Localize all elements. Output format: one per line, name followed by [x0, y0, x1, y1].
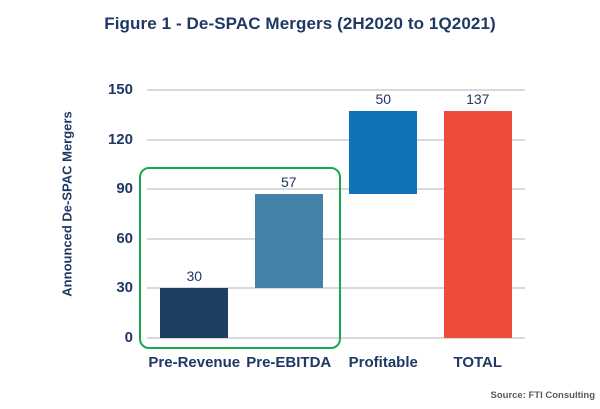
gridline	[147, 89, 525, 91]
y-tick-label: 90	[116, 180, 133, 198]
bar-total	[443, 111, 512, 338]
category-label-pre-ebitda: Pre-EBITDA	[246, 354, 332, 371]
y-tick-label: 120	[107, 130, 133, 148]
chart-title: Figure 1 - De-SPAC Mergers (2H2020 to 1Q…	[104, 14, 496, 33]
bar-value-label: 50	[375, 91, 392, 108]
gridline	[147, 287, 525, 290]
bar-pre-revenue	[160, 288, 229, 338]
y-tick-label: 0	[124, 329, 133, 346]
category-label-profitable: Profitable	[348, 354, 418, 371]
bar-value-label: 57	[280, 174, 297, 191]
gridline	[147, 188, 525, 191]
gridline	[147, 237, 525, 240]
gridline	[147, 138, 525, 141]
category-label-pre-revenue: Pre-Revenue	[148, 354, 241, 371]
y-tick-label: 60	[116, 229, 133, 247]
bar-value-label: 137	[466, 91, 490, 108]
bar-value-label: 30	[186, 268, 203, 285]
highlight-box	[139, 166, 341, 349]
y-tick-label: 30	[116, 279, 133, 297]
source-note: Source: FTI Consulting	[490, 390, 596, 401]
bar-pre-ebitda	[254, 194, 323, 289]
bar-profitable	[349, 111, 418, 195]
y-tick-label: 150	[107, 81, 133, 98]
category-label-total: TOTAL	[453, 354, 503, 371]
gridline	[147, 337, 525, 339]
